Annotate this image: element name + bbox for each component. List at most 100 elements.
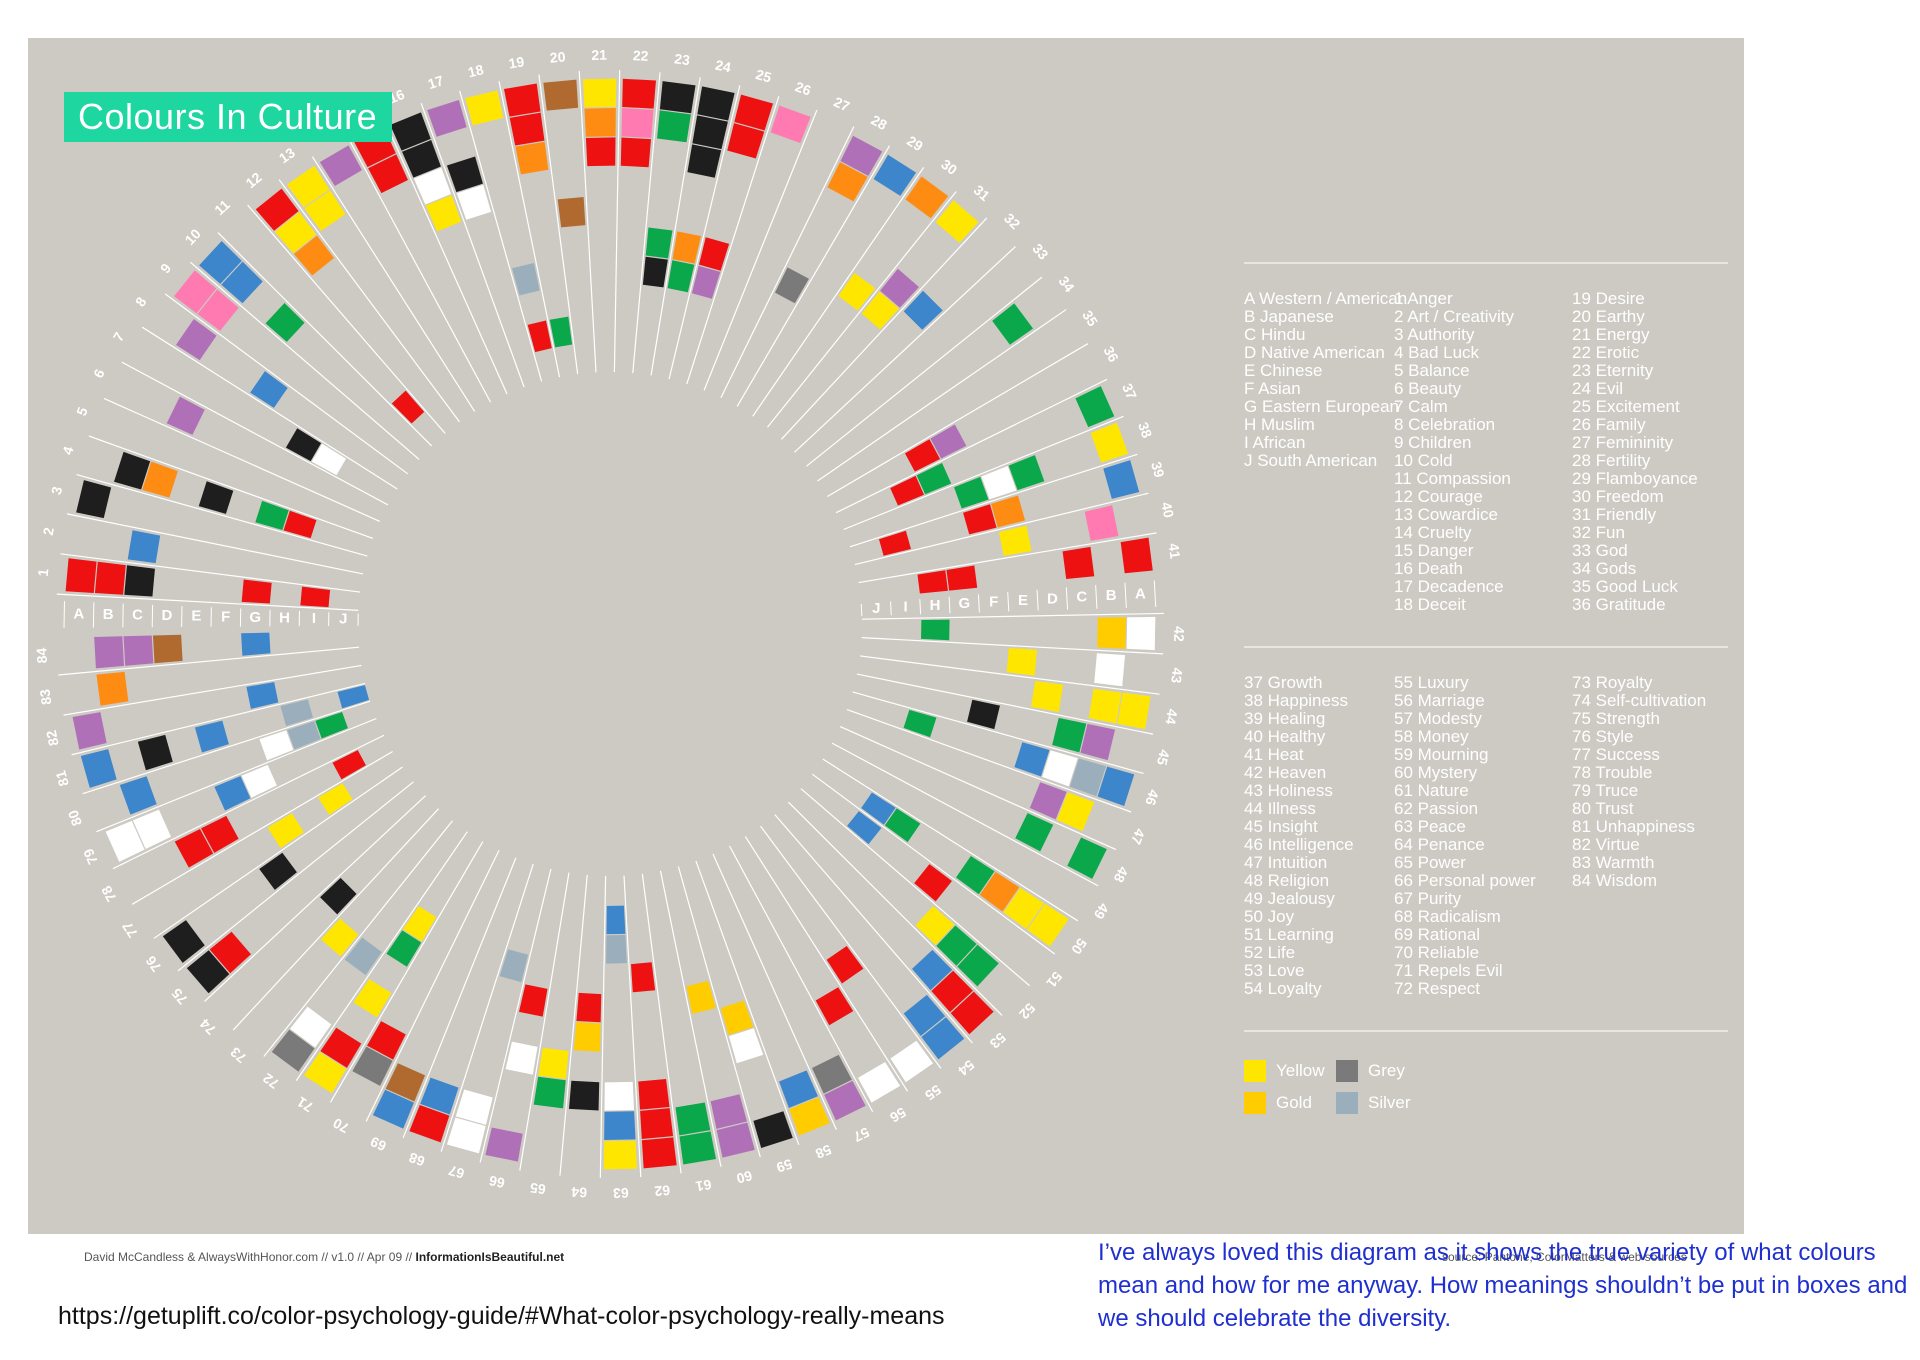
colour-cell bbox=[824, 1080, 866, 1121]
colour-cell bbox=[884, 808, 921, 843]
meaning-number-label: 39 bbox=[1148, 460, 1168, 480]
meaning-number-label: 65 bbox=[529, 1180, 547, 1198]
colour-cell bbox=[255, 188, 299, 231]
colour-cell bbox=[265, 302, 305, 342]
wheel-spoke bbox=[767, 191, 957, 428]
colour-cell bbox=[174, 270, 217, 314]
colour-cell bbox=[1062, 546, 1095, 580]
meaning-number-label: 22 bbox=[633, 47, 650, 64]
meaning-number-label: 19 bbox=[507, 53, 525, 71]
meaning-legend-item: 45 Insight bbox=[1244, 817, 1318, 836]
meaning-legend-item: 8 Celebration bbox=[1394, 415, 1496, 434]
colour-cell bbox=[946, 565, 978, 591]
colour-cell bbox=[779, 1070, 818, 1109]
colour-cell bbox=[300, 586, 331, 608]
meaning-legend-item: 34 Gods bbox=[1572, 559, 1637, 578]
colour-cell bbox=[372, 1089, 414, 1129]
wheel-spoke bbox=[861, 612, 1164, 620]
colour-cell bbox=[1069, 758, 1107, 797]
culture-legend-item: E Chinese bbox=[1244, 361, 1323, 380]
colour-cell bbox=[890, 475, 925, 506]
colour-cell bbox=[549, 316, 573, 348]
meaning-number-label: 23 bbox=[673, 50, 691, 68]
colour-cell bbox=[286, 165, 330, 208]
meaning-number-label: 32 bbox=[1001, 210, 1023, 232]
colour-cell bbox=[119, 776, 157, 815]
colour-cell bbox=[198, 481, 234, 514]
meaning-legend-item: 29 Flamboyance bbox=[1572, 469, 1698, 488]
wheel-spoke bbox=[846, 708, 1132, 813]
culture-legend: A Western / American B Japanese C Hindu D N… bbox=[1244, 290, 1407, 470]
ring-band-divider bbox=[1124, 582, 1127, 608]
wheel-spoke bbox=[780, 217, 988, 440]
colour-cell bbox=[998, 525, 1032, 556]
colour-cell bbox=[774, 267, 809, 304]
colour-cell bbox=[826, 945, 864, 984]
colour-cell bbox=[1027, 903, 1069, 947]
ring-band-divider bbox=[1065, 587, 1069, 610]
culture-legend-item: J South American bbox=[1244, 451, 1378, 470]
meaning-number-label: 13 bbox=[276, 144, 298, 166]
colour-cell bbox=[304, 190, 346, 231]
meaning-legend-item: 33 God bbox=[1572, 541, 1628, 560]
colour-cell bbox=[1126, 616, 1156, 651]
meaning-legend-item: 25 Excitement bbox=[1572, 397, 1680, 416]
meaning-legend-item: 46 Intelligence bbox=[1244, 835, 1354, 854]
meaning-number-label: 84 bbox=[33, 647, 50, 664]
wheel-spoke bbox=[121, 361, 389, 506]
colour-cell bbox=[679, 1131, 717, 1165]
colour-cell bbox=[1030, 680, 1064, 713]
colour-cell bbox=[246, 682, 279, 709]
wheel-spoke bbox=[613, 70, 621, 373]
colour-cell bbox=[332, 750, 366, 780]
swatch-color-box bbox=[1244, 1060, 1266, 1082]
colour-cell bbox=[657, 110, 691, 143]
wheel-spoke bbox=[827, 343, 1089, 498]
colour-cell bbox=[446, 156, 483, 193]
ring-band-divider bbox=[889, 601, 892, 616]
colour-cell bbox=[659, 81, 696, 114]
ring-letter-label: J bbox=[339, 610, 347, 627]
meaning-number-label: 26 bbox=[793, 78, 813, 98]
colour-cell bbox=[105, 820, 145, 862]
ring-letter-label: C bbox=[132, 607, 143, 624]
swatch-label: Silver bbox=[1368, 1093, 1411, 1112]
colour-cell bbox=[124, 565, 155, 597]
colour-cell bbox=[420, 1077, 459, 1115]
wheel-spoke bbox=[659, 870, 722, 1167]
wheel-spoke bbox=[295, 831, 468, 1081]
colour-cell bbox=[319, 145, 363, 187]
colour-cell bbox=[337, 685, 370, 709]
wheel-spoke bbox=[112, 734, 385, 870]
colour-cell bbox=[1075, 386, 1115, 428]
meaning-number-label: 33 bbox=[1029, 240, 1051, 262]
colour-cell bbox=[905, 439, 941, 472]
colour-cell bbox=[344, 937, 382, 976]
meaning-legend-item: 14 Cruelty bbox=[1394, 523, 1472, 542]
colour-cell bbox=[921, 1017, 965, 1060]
wheel-spoke bbox=[736, 145, 891, 407]
ring-letter-label: D bbox=[162, 607, 173, 624]
ring-letter-label: I bbox=[904, 599, 908, 616]
meaning-legend-item: 74 Self-cultivation bbox=[1572, 691, 1707, 710]
meaning-number-label: 37 bbox=[1119, 381, 1140, 402]
colour-cell bbox=[606, 905, 626, 935]
meaning-legend-item: 66 Personal power bbox=[1394, 871, 1536, 890]
meaning-number-label: 70 bbox=[330, 1115, 351, 1137]
colour-cell bbox=[1006, 647, 1038, 676]
wheel-spoke bbox=[744, 836, 909, 1092]
meaning-number-label: 60 bbox=[735, 1168, 754, 1187]
meaning-number-label: 24 bbox=[714, 57, 733, 76]
meaning-number-label: 31 bbox=[971, 182, 993, 204]
swatch-color-box bbox=[1336, 1060, 1358, 1082]
meaning-legend-item: 83 Warmth bbox=[1572, 853, 1655, 872]
wheel-spoke bbox=[852, 691, 1144, 775]
colour-cell bbox=[123, 635, 154, 666]
wheel-spoke bbox=[190, 261, 420, 460]
colour-cell bbox=[606, 935, 627, 964]
colour-cell bbox=[176, 319, 217, 361]
meaning-legend-col-1: 1 Anger 2 Art / Creativity 3 Authority 4 Ba… bbox=[1394, 290, 1514, 614]
colour-cell bbox=[209, 931, 251, 974]
colour-cell bbox=[1067, 837, 1107, 879]
meaning-number-label: 12 bbox=[242, 169, 264, 191]
